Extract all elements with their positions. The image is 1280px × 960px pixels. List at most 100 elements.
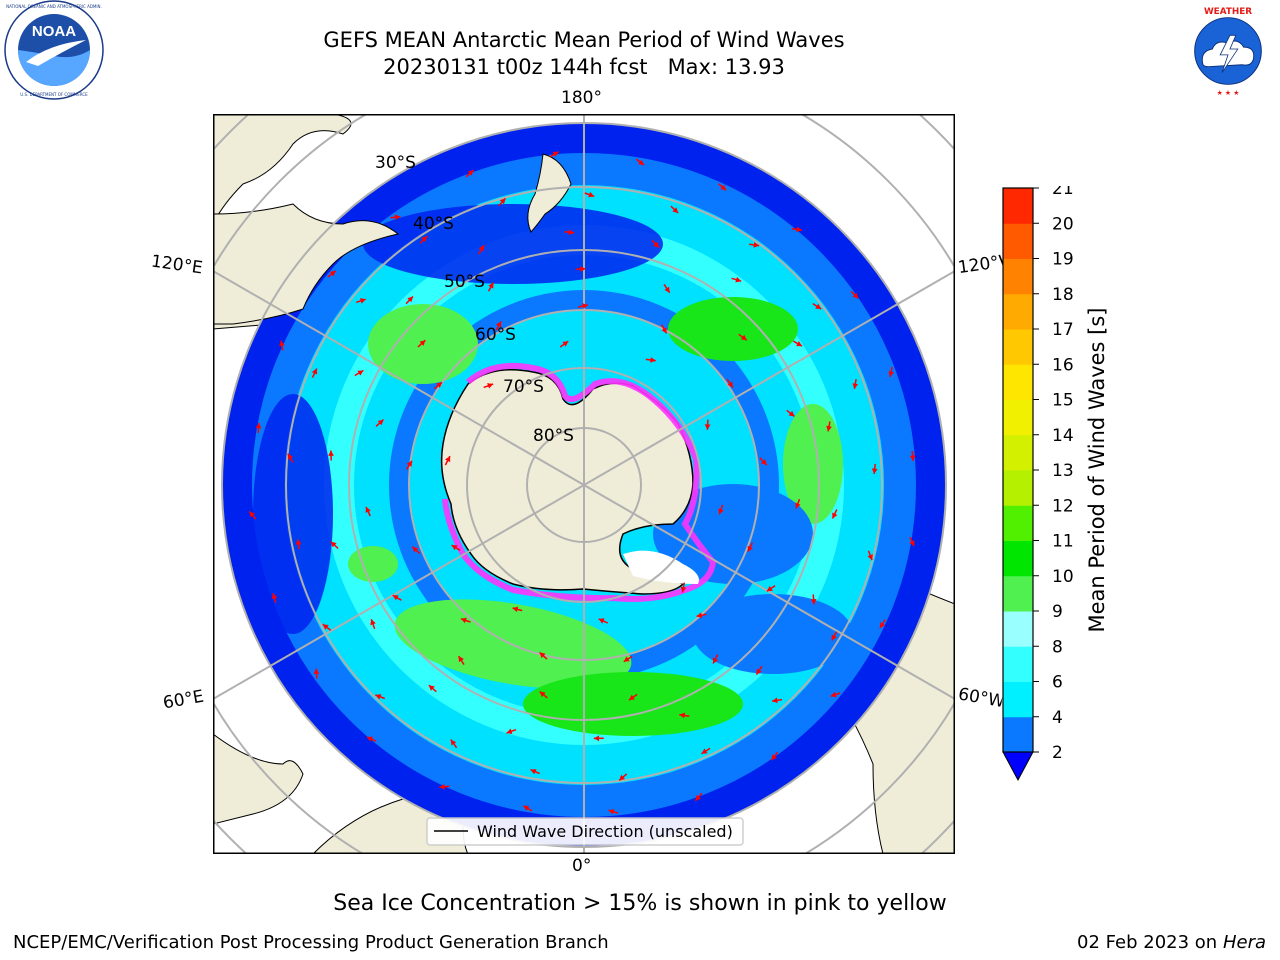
land-australia-south [213,203,400,325]
colorbar-segment [1003,258,1033,295]
colorbar-tick-label: 2 [1052,743,1063,763]
wave-direction-arrowhead [713,657,719,664]
lat-label-50s: 50°S [444,272,485,292]
wave-direction-arrowhead [704,424,711,430]
wave-direction-arrowhead [419,340,426,346]
chart-subtitle: 20230131 t00z 144h fcst Max: 13.93 [383,55,785,79]
colorbar-segment [1003,505,1033,541]
wave-direction-arrowhead [747,545,753,552]
wave-direction-arrowhead [735,276,742,283]
wave-direction-arrowhead [506,728,513,734]
colorbar-tick-label: 15 [1052,391,1074,411]
colorbar-segment [1003,575,1033,612]
wave-direction-arrowhead [629,694,635,701]
wave-direction-arrowhead [512,606,519,613]
colorbar-tick-label: 9 [1052,602,1063,622]
wave-direction-arrowhead [888,371,894,377]
wave-direction-arrowhead [436,382,443,388]
lat-label-80s: 80°S [533,426,574,446]
wave-direction-arrowhead [406,460,412,467]
wave-direction-arrowhead [467,170,474,176]
noaa-logo: NOAA NATIONAL OCEANIC AND ATMOSPHERIC AD… [4,0,104,100]
wave-direction-arrowhead [287,453,293,460]
colorbar-tick-label: 20 [1052,214,1074,234]
wave-direction-arrowhead [568,229,575,236]
lon-label-0: 0° [572,856,592,876]
wave-direction-arrowhead [451,545,458,551]
wave-direction-arrowhead [271,593,278,599]
footer-date: 02 Feb 2023 on Hera [1077,932,1266,953]
wave-direction-arrowhead [255,423,262,429]
wave-direction-arrowhead [593,735,600,742]
wave-direction-arrowhead [795,502,801,509]
wave-direction-arrowhead [771,754,777,761]
wave-direction-arrowhead [588,191,595,198]
chart-title: GEFS MEAN Antarctic Mean Period of Wind … [323,28,845,52]
wave-direction-arrowhead [740,334,747,341]
wave-direction-arrowhead [450,739,457,746]
wave-direction-arrowhead [672,207,679,213]
wave-direction-arrowhead [679,712,685,719]
wave-direction-arrowhead [653,241,659,248]
wave-direction-arrowhead [562,341,569,347]
wave-direction-arrowhead [756,668,762,675]
wave-direction-arrowhead [523,805,530,811]
colorbar-segment [1003,716,1033,753]
colorbar-tick-label: 16 [1052,355,1074,375]
wave-direction-arrowhead [322,624,329,630]
colorbar-tick-label: 11 [1052,532,1074,552]
wave-direction-arrowhead [788,410,795,417]
wave-direction-arrowhead [909,455,916,461]
map-legend: Wind Wave Direction (unscaled) [426,817,744,846]
colorbar-under-triangle [1002,751,1034,782]
wave-direction-arrowhead [623,656,630,662]
wave-direction-arrowhead [460,617,467,624]
wave-direction-arrowhead [439,783,445,790]
colorbar-segment [1003,364,1033,400]
lon-label-60w: 60°W [956,684,1004,712]
wave-direction-arrowhead [499,198,506,205]
wave-direction-arrowhead [580,266,586,272]
colorbar-tick-label: 12 [1052,496,1074,516]
wave-direction-arrowhead [796,226,802,233]
wave-direction-arrowhead [830,691,837,698]
wave-direction-arrowhead [608,809,615,815]
wave-direction-arrowhead [539,652,546,659]
colorbar-tick-label: 6 [1052,673,1063,693]
land-antarctica [440,369,694,595]
wave-direction-arrowhead [766,586,773,592]
wave-direction-arrowhead [295,539,302,545]
colorbar-segment [1003,293,1033,330]
footer-credit: NCEP/EMC/Verification Post Processing Pr… [13,932,609,953]
lon-label-120w: 120°W [956,251,1005,279]
lat-label-40s: 40°S [413,214,454,234]
wave-direction-arrowhead [377,419,384,426]
wave-direction-arrowhead [496,321,502,328]
colorbar-segment [1003,540,1033,577]
wave-direction-arrowhead [375,694,382,700]
wave-direction-arrowhead [370,619,376,626]
wave-direction-arrowhead [871,468,878,474]
colorbar-segment [1003,223,1033,259]
colorbar-segment [1003,646,1033,682]
polar-map: 30°S 40°S 50°S 60°S 70°S 80°S Wind Wave … [213,114,955,854]
colorbar-segment [1003,470,1033,506]
colorbar-tick-label: 8 [1052,637,1063,657]
wave-direction-arrowhead [852,292,859,299]
wave-direction-arrowhead [329,270,336,277]
wave-direction-arrowhead [720,184,727,191]
wave-direction-arrowhead [487,383,494,389]
wave-direction-arrowhead [638,159,645,165]
colorbar-segment [1003,611,1033,647]
wave-direction-arrowhead [826,425,832,432]
colorbar-segment [1003,681,1033,718]
wave-direction-arrowhead [445,456,451,463]
wave-direction-arrowhead [832,512,838,519]
wave-direction-arrowhead [772,697,778,704]
colorbar-tick-label: 4 [1052,708,1063,728]
colorbar-segment [1003,329,1033,365]
lon-label-60e: 60°E [161,686,206,714]
wave-direction-arrowhead [753,242,760,248]
wave-direction-arrowhead [831,634,837,641]
wave-direction-arrowhead [365,506,371,513]
